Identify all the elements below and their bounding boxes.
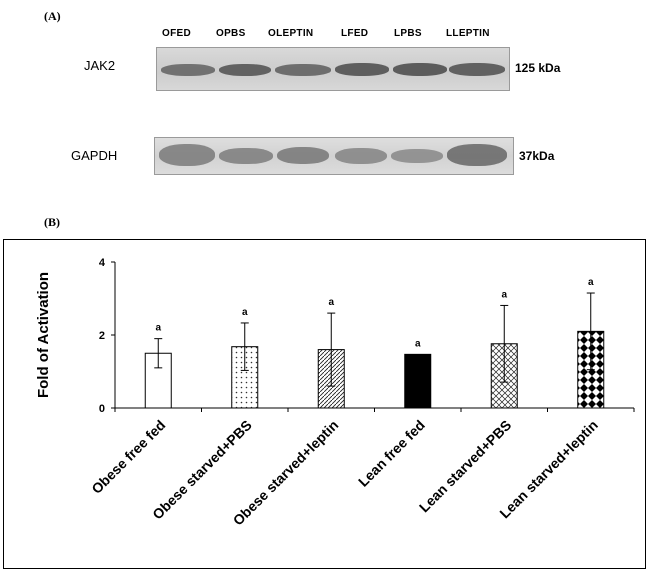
significance-label-4: a — [415, 338, 421, 349]
y-tick-label: 4 — [99, 257, 106, 269]
panel-b-label: (B) — [44, 215, 60, 229]
significance-label-5: a — [501, 289, 507, 300]
significance-label-1: a — [155, 323, 161, 334]
gapdh-size-label: 37kDa — [519, 149, 555, 163]
category-label-6: Lean starved+leptin — [496, 417, 601, 522]
bar-4 — [404, 353, 432, 409]
y-tick-label: 2 — [99, 330, 105, 342]
jak2-label: JAK2 — [84, 58, 116, 73]
lane-label-oleptin: OLEPTIN — [268, 28, 314, 39]
lane-label-ofed: OFED — [162, 28, 191, 39]
category-label-1: Obese free fed — [88, 417, 168, 497]
significance-label-3: a — [328, 297, 334, 308]
gapdh-label: GAPDH — [71, 148, 118, 163]
lane-label-lfed: LFED — [341, 28, 369, 39]
category-label-5: Lean starved+PBS — [416, 417, 515, 516]
lane-label-opbs: OPBS — [216, 28, 246, 39]
gapdh-blot-image — [154, 137, 514, 175]
jak2-blot-image — [156, 47, 510, 91]
lane-label-lpbs: LPBS — [394, 28, 422, 39]
lane-label-lleptin: LLEPTIN — [446, 28, 490, 39]
y-axis-label: Fold of Activation — [35, 272, 52, 398]
y-tick-label: 0 — [99, 403, 105, 415]
panel-a-label: (A) — [44, 9, 61, 23]
jak2-size-label: 125 kDa — [515, 61, 561, 75]
chart-frame: 0 2 4 Fold of Activation a Obese free fed a Obe… — [3, 239, 646, 569]
significance-label-6: a — [588, 277, 594, 288]
category-label-4: Lean free fed — [355, 417, 428, 490]
significance-label-2: a — [242, 307, 248, 318]
